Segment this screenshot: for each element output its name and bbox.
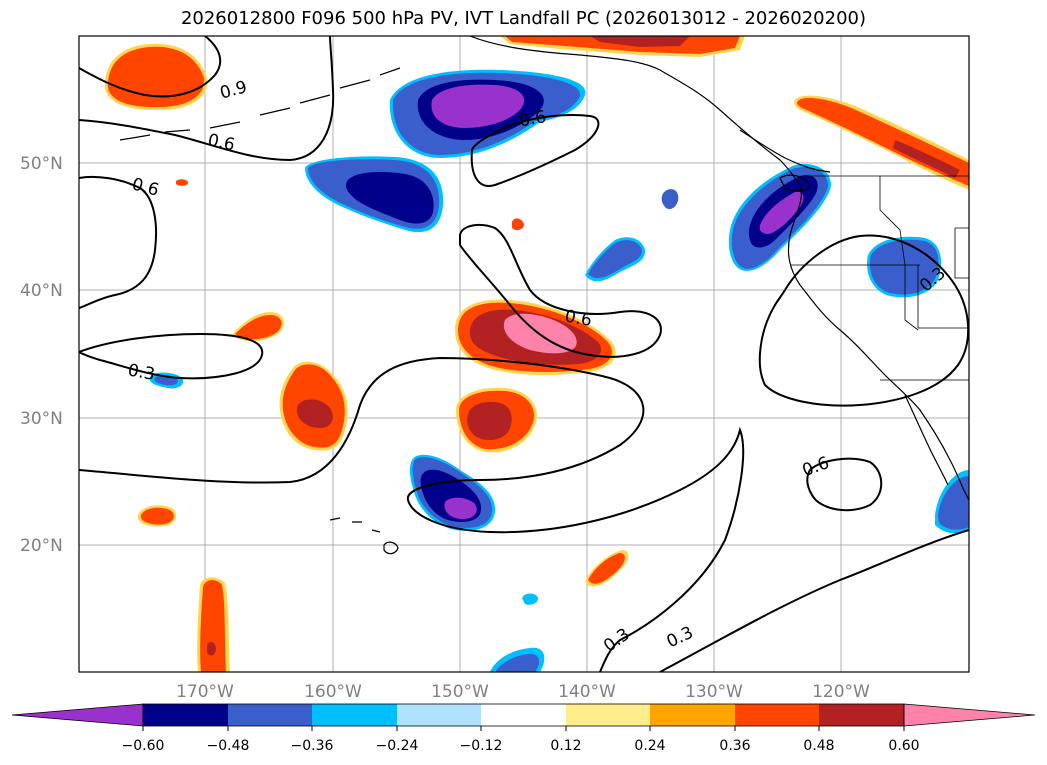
colorbar-label-3: −0.24: [376, 738, 419, 754]
contour-0-6-central: [459, 223, 662, 358]
colorbar-extend-min: [11, 703, 144, 727]
contour-label-2: 0.6: [518, 107, 548, 131]
longitude-labels: 170°W 160°W 150°W 140°W 130°W 120°W: [176, 682, 870, 702]
colorbar-swatch-8: [735, 704, 819, 726]
colorbar-swatch-5: [481, 704, 566, 726]
pv-anomaly-small-positives: [137, 179, 629, 587]
contour-0-6-north-arc: [79, 36, 335, 162]
pv-anomaly-north-pacific-negative: [305, 156, 444, 233]
contour-0-3-west: [79, 332, 264, 380]
map-title: 2026012800 F096 500 hPa PV, IVT Landfall…: [180, 8, 867, 29]
lon-label-120w: 120°W: [812, 682, 870, 702]
lat-label-30n: 30°N: [20, 409, 63, 429]
contour-0-6-alaska: [470, 114, 600, 187]
colorbar-swatch-4: [397, 704, 481, 726]
baja-coast: [904, 394, 949, 486]
colorbar-label-9: 0.60: [888, 738, 919, 754]
colorbar-swatch-1: [143, 704, 228, 726]
hawaii-islands: [329, 517, 399, 555]
contour-0-3-east: [659, 529, 969, 672]
colorbar-label-7: 0.36: [719, 738, 750, 754]
colorbar-swatch-3: [312, 704, 397, 726]
contour-0-3-long: [79, 356, 745, 672]
colorbar-swatch-7: [650, 704, 735, 726]
contour-label-4: 0.3: [126, 361, 156, 385]
colorbar-extend-max: [903, 703, 1036, 727]
colorbar-ticks: [142, 726, 905, 731]
pv-anomaly-subtropic-central: [456, 387, 537, 453]
state-borders: [790, 176, 969, 381]
pv-anomaly-baja: [935, 470, 969, 534]
west-coast-na: [787, 184, 969, 501]
lon-label-170w: 170°W: [176, 682, 234, 702]
colorbar-swatch-6: [566, 704, 650, 726]
colorbar-outline: [142, 703, 905, 727]
colorbar-label-8: 0.48: [803, 738, 834, 754]
lat-label-50n: 50°N: [20, 154, 63, 174]
pv-anomaly-tropical-strip: [197, 577, 230, 672]
colorbar-swatch-2: [228, 704, 312, 726]
contour-0-3-california: [758, 234, 969, 407]
pv-anomaly-pacific-northwest: [728, 164, 831, 271]
pv-anomaly-gulf-alaska-north: [500, 36, 745, 57]
political-borders: [790, 175, 969, 381]
colorbar-label-2: −0.36: [291, 738, 334, 754]
pv-anomaly-central-positive: [455, 299, 616, 375]
colorbar-label-6: 0.24: [634, 738, 665, 754]
contour-0-6-west: [79, 175, 158, 309]
ivt-contours: [79, 36, 969, 672]
map-frame: [78, 35, 970, 673]
pv-anomaly-subtropic-west: [279, 361, 348, 451]
lon-label-130w: 130°W: [685, 682, 743, 702]
bc-coast: [739, 129, 831, 173]
lat-label-20n: 20°N: [20, 536, 63, 556]
vancouver-island: [779, 174, 811, 192]
latitude-labels: 50°N 40°N 30°N 20°N: [20, 154, 63, 556]
colorbar-label-4: −0.12: [460, 738, 503, 754]
lon-label-140w: 140°W: [558, 682, 616, 702]
alaska-coast: [469, 36, 801, 186]
lon-label-160w: 160°W: [304, 682, 362, 702]
colorbar-swatch-9: [819, 704, 904, 726]
contour-label-5: 0.6: [563, 307, 593, 331]
pv-anomaly-northeast-band: [794, 95, 969, 190]
colorbar-label-5: 0.12: [550, 738, 581, 754]
coastlines: [119, 36, 969, 555]
aleutians: [119, 67, 401, 141]
colorbar-label-1: −0.48: [207, 738, 250, 754]
contour-0-9: [79, 36, 222, 98]
lat-label-40n: 40°N: [20, 281, 63, 301]
colorbar-label-0: −0.60: [122, 738, 165, 754]
colorbar: −0.60 −0.48 −0.36 −0.24 −0.12 0.12 0.24 …: [11, 703, 1036, 754]
contour-0-6-southeast: [806, 457, 883, 512]
lon-label-150w: 150°W: [431, 682, 489, 702]
